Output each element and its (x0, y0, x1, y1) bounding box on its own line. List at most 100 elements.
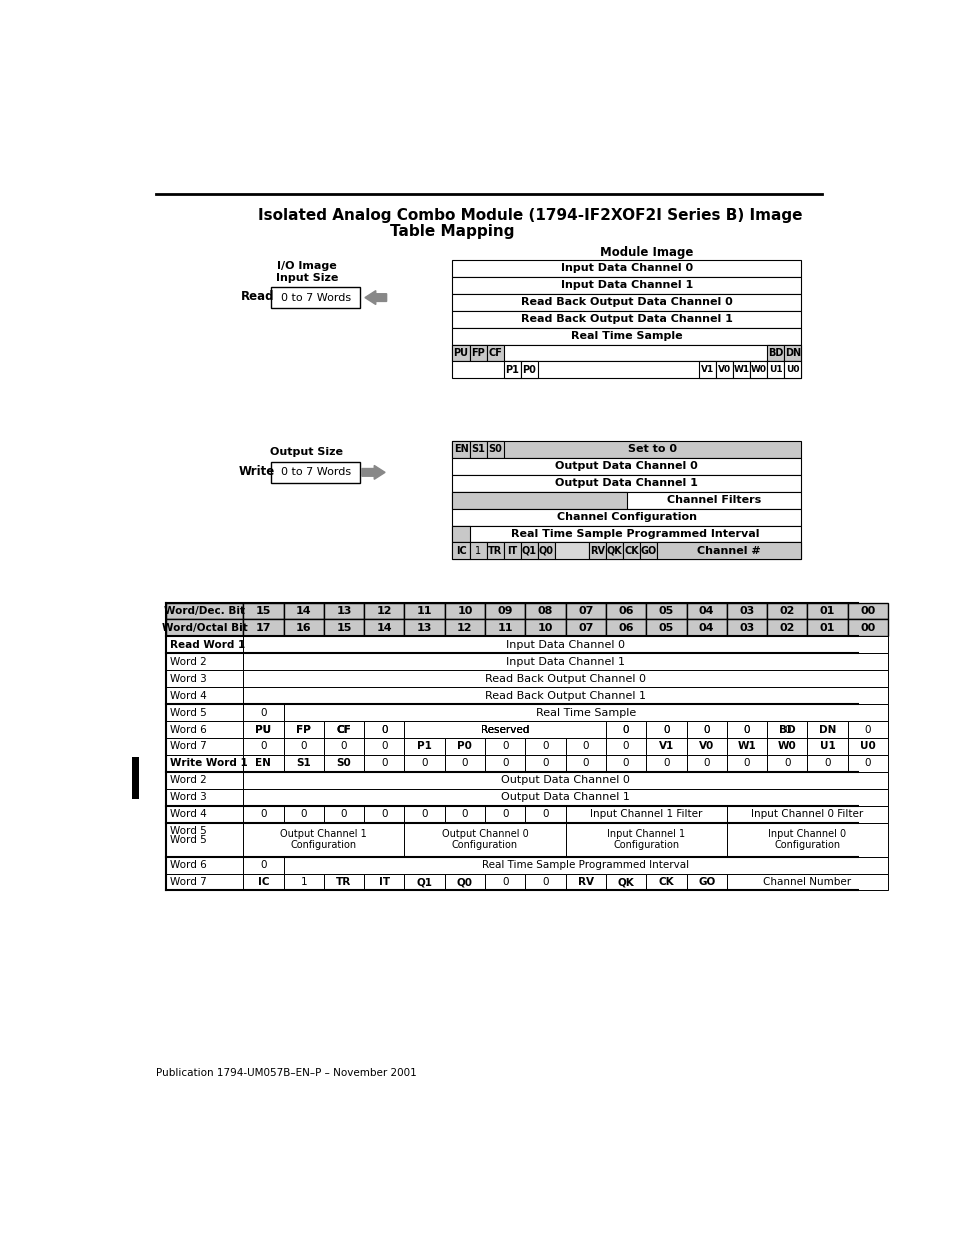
Bar (243, 603, 283, 620)
Bar (243, 671, 887, 687)
Bar (555, 542, 588, 559)
Text: GO: GO (698, 877, 715, 887)
Text: Word/Octal Bit: Word/Octal Bit (161, 622, 247, 632)
Text: Real Time Sample: Real Time Sample (571, 331, 682, 341)
Bar (503, 542, 520, 559)
Text: Real Time Sample: Real Time Sample (536, 708, 636, 718)
Bar (364, 721, 404, 739)
Text: 0: 0 (300, 741, 307, 751)
Bar (404, 721, 605, 739)
Text: 0: 0 (260, 708, 267, 718)
Text: 0: 0 (541, 758, 548, 768)
Bar (283, 805, 323, 823)
Text: 02: 02 (779, 622, 794, 632)
Text: W1: W1 (733, 366, 749, 374)
Text: BD: BD (767, 348, 782, 358)
Bar (565, 805, 726, 823)
Bar (243, 620, 283, 636)
Text: 03: 03 (739, 606, 754, 616)
Bar (486, 542, 503, 559)
Bar (847, 721, 887, 739)
Bar (783, 362, 801, 378)
Bar (605, 620, 645, 636)
Text: 04: 04 (699, 606, 714, 616)
Bar (766, 721, 806, 739)
Text: 0: 0 (863, 758, 870, 768)
Text: Input Channel 0
Configuration: Input Channel 0 Configuration (767, 829, 845, 851)
Bar (444, 873, 484, 890)
Bar (243, 873, 283, 890)
Bar (686, 873, 726, 890)
Text: Output Data Channel 1: Output Data Channel 1 (555, 478, 698, 488)
Text: 0: 0 (662, 725, 669, 735)
Bar (243, 739, 283, 755)
Text: DN: DN (818, 725, 836, 735)
Text: Output Data Channel 0: Output Data Channel 0 (555, 461, 698, 472)
Text: 1: 1 (475, 546, 480, 556)
Text: 0: 0 (743, 758, 749, 768)
Bar (243, 687, 887, 704)
Text: Q0: Q0 (456, 877, 473, 887)
Text: 16: 16 (295, 622, 312, 632)
Text: Publication 1794-UM057B–EN–P – November 2001: Publication 1794-UM057B–EN–P – November … (155, 1067, 416, 1078)
Bar (452, 458, 801, 474)
Text: 0 to 7 Words: 0 to 7 Words (281, 467, 351, 478)
Text: IT: IT (378, 877, 390, 887)
Text: Word 7: Word 7 (170, 741, 206, 751)
Bar (364, 603, 404, 620)
Bar (444, 603, 484, 620)
Bar (166, 603, 243, 620)
Bar (749, 362, 766, 378)
Bar (283, 620, 323, 636)
Bar (806, 721, 847, 739)
Text: 06: 06 (618, 622, 633, 632)
Bar (726, 823, 887, 857)
Text: 0: 0 (783, 758, 790, 768)
Text: 17: 17 (255, 622, 271, 632)
Text: QK: QK (618, 877, 634, 887)
Text: 0: 0 (702, 725, 709, 735)
Bar (283, 721, 323, 739)
Bar (726, 620, 766, 636)
Bar (283, 739, 323, 755)
Text: Input Data Channel 1: Input Data Channel 1 (560, 280, 692, 290)
Text: IC: IC (456, 546, 466, 556)
Bar (484, 755, 525, 772)
Text: BD: BD (779, 725, 795, 735)
Text: FP: FP (296, 725, 311, 735)
Bar (732, 362, 749, 378)
Text: P1: P1 (505, 366, 518, 375)
FancyArrow shape (361, 466, 385, 479)
Text: Input Size: Input Size (275, 273, 337, 283)
Text: 0: 0 (622, 725, 629, 735)
Bar (605, 873, 645, 890)
Text: 0: 0 (501, 758, 508, 768)
Bar (166, 805, 243, 823)
Text: TR: TR (488, 546, 501, 556)
Bar (452, 362, 801, 378)
Text: Input Channel 0 Filter: Input Channel 0 Filter (751, 809, 862, 819)
Bar (271, 287, 360, 309)
Bar (469, 345, 486, 362)
Bar (486, 345, 503, 362)
Text: Isolated Analog Combo Module (1794-IF2XOF2I Series B) Image: Isolated Analog Combo Module (1794-IF2XO… (257, 207, 801, 222)
Text: 0: 0 (340, 741, 347, 751)
Bar (404, 721, 605, 739)
Bar (469, 441, 486, 458)
Text: EN: EN (454, 445, 468, 454)
Bar (766, 620, 806, 636)
Text: RV: RV (578, 877, 593, 887)
Text: CF: CF (336, 725, 351, 735)
Bar (243, 772, 887, 789)
Text: 0: 0 (461, 809, 468, 819)
Bar (847, 603, 887, 620)
Text: 0: 0 (380, 741, 387, 751)
Text: 08: 08 (537, 606, 553, 616)
Bar (726, 603, 766, 620)
Text: 05: 05 (659, 622, 674, 632)
Bar (565, 739, 605, 755)
Bar (452, 542, 801, 559)
Text: Input Data Channel 0: Input Data Channel 0 (506, 640, 624, 650)
Text: Word 6: Word 6 (170, 860, 206, 871)
Bar (323, 805, 364, 823)
